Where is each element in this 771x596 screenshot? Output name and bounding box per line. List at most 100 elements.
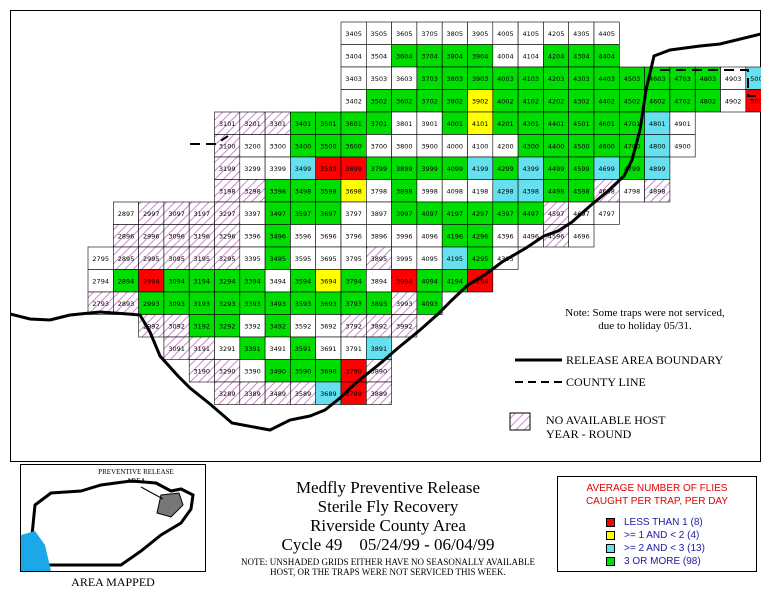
title-line1: Medfly Preventive Release (295, 478, 481, 497)
avg-item-label: LESS THAN 1 (8) (624, 517, 703, 528)
grid-label-3803: 3803 (447, 75, 464, 83)
title-block: Medfly Preventive Release Sterile Fly Re… (238, 478, 538, 554)
grid-label-3096: 3096 (168, 232, 185, 240)
grid-label-4898: 4898 (649, 187, 666, 195)
grid-label-4196: 4196 (447, 232, 464, 240)
grid-label-4801: 4801 (649, 120, 666, 128)
avg-item-label: 3 OR MORE (98) (624, 556, 701, 567)
grid-label-4802: 4802 (700, 97, 717, 105)
grid-label-4401: 4401 (548, 120, 565, 128)
grid-label-3400: 3400 (295, 142, 312, 150)
legend-graphics (509, 358, 562, 431)
grid-label-4403: 4403 (598, 75, 615, 83)
grid-label-3200: 3200 (244, 142, 261, 150)
grid-label-3094: 3094 (168, 277, 185, 285)
inset-map (21, 479, 195, 571)
inset-label-line1: PREVENTIVE RELEASE (98, 468, 174, 476)
grid-cell-4900 (669, 134, 696, 158)
unshaded-note-line2: HOST, OR THE TRAPS WERE NOT SERVICED THI… (270, 567, 506, 577)
grid-label-4397: 4397 (497, 210, 514, 218)
grid-label-3694: 3694 (320, 277, 337, 285)
grid-label-4303: 4303 (573, 75, 590, 83)
area-mapped-inset: PREVENTIVE RELEASE AREA (20, 464, 206, 572)
grid-label-4104: 4104 (523, 52, 540, 60)
grid-label-4602: 4602 (649, 97, 666, 105)
grid-label-4902: 4902 (725, 97, 742, 105)
grid-label-3595: 3595 (295, 255, 312, 263)
grid-label-3899: 3899 (396, 165, 413, 173)
grid-label-3994: 3994 (396, 277, 413, 285)
avg-swatch-yellow (606, 531, 615, 540)
grid-cell-4696 (568, 224, 595, 248)
grid-label-2793: 2793 (92, 300, 109, 308)
grid-label-3505: 3505 (371, 30, 388, 38)
county-line-west (190, 135, 229, 145)
grid-label-3597: 3597 (295, 210, 312, 218)
grid-label-3995: 3995 (396, 255, 413, 263)
avg-swatch-cyan (606, 544, 615, 553)
grid-label-4201: 4201 (497, 120, 514, 128)
grid-label-3299: 3299 (244, 165, 261, 173)
grid-label-4600: 4600 (598, 142, 615, 150)
no-host-legend-swatch (509, 412, 531, 431)
grid-label-3690: 3690 (320, 367, 337, 375)
grid-label-3904: 3904 (472, 52, 489, 60)
grid-label-4295: 4295 (472, 255, 489, 263)
grid-label-3700: 3700 (371, 142, 388, 150)
release-area-legend-label: RELEASE AREA BOUNDARY (566, 353, 724, 367)
grid-label-3695: 3695 (320, 255, 337, 263)
grid-label-4204: 4204 (548, 52, 565, 60)
grid-label-4001: 4001 (447, 120, 464, 128)
grid-label-3497: 3497 (270, 210, 287, 218)
grid-label-3199: 3199 (219, 165, 236, 173)
grid-label-3390: 3390 (244, 367, 261, 375)
grid-label-3296: 3296 (219, 232, 236, 240)
grid-label-3590: 3590 (295, 367, 312, 375)
grid-label-2993: 2993 (143, 300, 160, 308)
grid-label-3903: 3903 (472, 75, 489, 83)
grid-label-4797: 4797 (598, 210, 615, 218)
grid-label-4198: 4198 (472, 187, 489, 195)
grid-label-3192: 3192 (194, 322, 211, 330)
grid-label-3905: 3905 (472, 30, 489, 38)
grid-label-3290: 3290 (219, 367, 236, 375)
grid-label-3600: 3600 (345, 142, 362, 150)
grid-label-4096: 4096 (421, 232, 438, 240)
grid-label-4497: 4497 (523, 210, 540, 218)
grid-label-3399: 3399 (270, 165, 287, 173)
grid-label-2794: 2794 (92, 277, 109, 285)
grid-label-2897: 2897 (118, 210, 135, 218)
grid-label-4103: 4103 (523, 75, 540, 83)
grid-label-3793: 3793 (345, 300, 362, 308)
grid-label-3301: 3301 (270, 120, 287, 128)
grid-label-3201: 3201 (244, 120, 261, 128)
avg-swatch-green (606, 557, 615, 566)
grid-label-3794: 3794 (345, 277, 362, 285)
grid-label-3992: 3992 (396, 322, 413, 330)
grid-label-4102: 4102 (523, 97, 540, 105)
grid-label-2996: 2996 (143, 232, 160, 240)
grid-label-3792: 3792 (345, 322, 362, 330)
grid-label-3901: 3901 (421, 120, 438, 128)
grid-label-4297: 4297 (472, 210, 489, 218)
grid-label-4799: 4799 (624, 165, 641, 173)
grid-label-3795: 3795 (345, 255, 362, 263)
grid-label-4002: 4002 (497, 97, 514, 105)
grid-label-3403: 3403 (345, 75, 362, 83)
grid-label-4097: 4097 (421, 210, 438, 218)
grid-label-2994: 2994 (143, 277, 160, 285)
grid-label-3492: 3492 (270, 322, 287, 330)
grid-label-2795: 2795 (92, 255, 109, 263)
grid-label-3500: 3500 (320, 142, 337, 150)
avg-item-label: >= 1 AND < 2 (4) (624, 530, 699, 541)
grid-label-4302: 4302 (573, 97, 590, 105)
grid-label-3889: 3889 (371, 390, 388, 398)
grid-label-3799: 3799 (371, 165, 388, 173)
grid-label-3797: 3797 (345, 210, 362, 218)
grid-label-3495: 3495 (270, 255, 287, 263)
title-line3: Riverside County Area (310, 516, 466, 535)
grid-label-4100: 4100 (472, 142, 489, 150)
grid-label-4703: 4703 (674, 75, 691, 83)
avg-label-text: >= 2 AND < 3 (624, 543, 685, 554)
grid-label-4603: 4603 (649, 75, 666, 83)
